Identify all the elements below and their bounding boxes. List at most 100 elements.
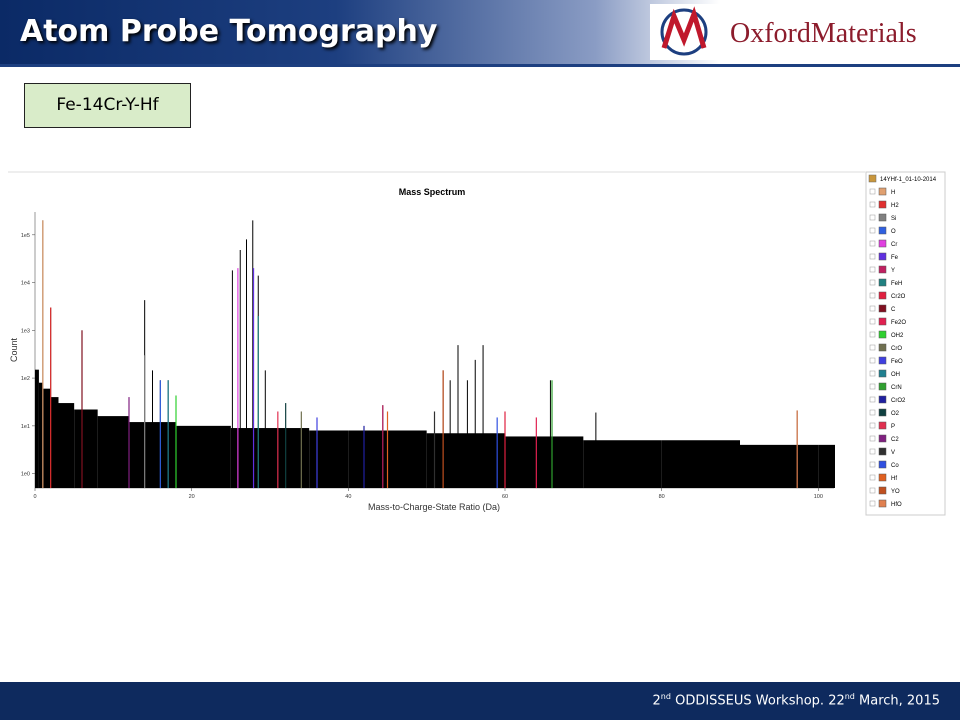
legend-expander — [869, 253, 876, 260]
x-tick-label: 60 — [502, 494, 508, 500]
logo-text: OxfordMaterials — [730, 18, 917, 49]
legend-swatch — [878, 187, 887, 196]
background-count — [58, 403, 75, 488]
legend-expander — [869, 448, 876, 455]
legend-label: OH2 — [891, 333, 904, 339]
legend-label: YO — [891, 489, 900, 495]
footer-part: 2 — [652, 693, 661, 709]
legend-label: HfO — [891, 502, 902, 508]
legend-swatch — [878, 356, 887, 365]
legend-swatch — [878, 434, 887, 443]
legend-swatch — [878, 408, 887, 417]
legend-expander — [869, 370, 876, 377]
y-axis-label: Count — [9, 338, 19, 363]
x-tick-label: 0 — [33, 494, 36, 500]
legend-swatch — [878, 447, 887, 456]
legend-swatch — [878, 330, 887, 339]
legend-expander — [869, 396, 876, 403]
legend-label: FeO — [891, 359, 903, 365]
y-tick-label: 1e2 — [21, 376, 30, 382]
legend-swatch — [878, 265, 887, 274]
legend-label: Co — [891, 463, 899, 469]
legend-swatch — [878, 226, 887, 235]
legend-expander — [869, 227, 876, 234]
legend-label: Cr — [891, 242, 897, 248]
legend-expander — [869, 201, 876, 208]
legend-expander — [869, 331, 876, 338]
legend-expander — [869, 461, 876, 468]
background-count — [583, 440, 662, 488]
background-count — [270, 428, 310, 488]
legend-panel — [865, 171, 946, 516]
background-count — [834, 444, 835, 488]
legend-expander — [869, 383, 876, 390]
legend-swatch — [878, 317, 887, 326]
y-tick-label: 1e5 — [21, 233, 30, 239]
background-count — [505, 436, 584, 488]
footer-sup: nd — [844, 692, 855, 701]
background-count — [176, 425, 231, 488]
legend-label: Si — [891, 216, 896, 222]
header-bar: Atom Probe Tomography OxfordMaterials — [0, 0, 960, 67]
legend-swatch — [878, 421, 887, 430]
y-tick-label: 1e0 — [21, 472, 30, 478]
background-count — [740, 444, 819, 488]
legend-swatch — [878, 239, 887, 248]
legend-expander — [869, 188, 876, 195]
footer-part: ODDISSEUS Workshop. 22 — [670, 693, 845, 709]
legend-swatch — [878, 369, 887, 378]
legend-swatch — [878, 473, 887, 482]
background-count — [50, 397, 59, 488]
legend-expander — [869, 344, 876, 351]
legend-label: OH — [891, 372, 900, 378]
legend-label: H — [891, 190, 895, 196]
y-tick-label: 1e3 — [21, 328, 30, 334]
legend-label: Hf — [891, 476, 897, 482]
logo: OxfordMaterials — [650, 4, 960, 60]
legend-expander — [869, 305, 876, 312]
legend-label: CrO — [891, 346, 902, 352]
legend-expander — [869, 318, 876, 325]
legend-expander — [869, 292, 876, 299]
legend-swatch — [878, 200, 887, 209]
background-count — [309, 430, 349, 488]
legend-expander — [869, 266, 876, 273]
legend-expander — [869, 214, 876, 221]
legend-expander — [869, 357, 876, 364]
background-count — [230, 428, 270, 488]
legend-expander — [869, 487, 876, 494]
sample-label: Fe-14Cr-Y-Hf — [24, 83, 191, 128]
legend-expander — [869, 409, 876, 416]
legend-swatch — [878, 291, 887, 300]
legend-label: FeH — [891, 281, 902, 287]
legend-label: Fe — [891, 255, 899, 261]
legend-label: V — [891, 450, 895, 456]
legend-expander — [869, 500, 876, 507]
footer-sup: nd — [660, 692, 671, 701]
background-count — [35, 369, 39, 488]
legend-expander — [869, 240, 876, 247]
legend-swatch — [878, 395, 887, 404]
legend-label: CrO2 — [891, 398, 906, 404]
x-tick-label: 20 — [189, 494, 195, 500]
background-count — [661, 440, 740, 488]
legend-label: Cr2O — [891, 294, 906, 300]
footer-bar: 2nd ODDISSEUS Workshop. 22nd March, 2015 — [0, 682, 960, 720]
legend-swatch — [878, 213, 887, 222]
x-tick-label: 80 — [659, 494, 665, 500]
legend-swatch — [878, 304, 887, 313]
legend-expander — [869, 474, 876, 481]
legend-title-swatch — [868, 174, 877, 183]
legend-swatch — [878, 499, 887, 508]
background-count — [818, 444, 834, 488]
legend-expander — [869, 435, 876, 442]
y-tick-label: 1e4 — [21, 281, 30, 287]
legend-label: Fe2O — [891, 320, 906, 326]
legend-swatch — [878, 382, 887, 391]
legend-swatch — [878, 460, 887, 469]
x-tick-label: 40 — [345, 494, 351, 500]
legend-expander — [869, 279, 876, 286]
y-tick-label: 1e1 — [21, 424, 30, 430]
